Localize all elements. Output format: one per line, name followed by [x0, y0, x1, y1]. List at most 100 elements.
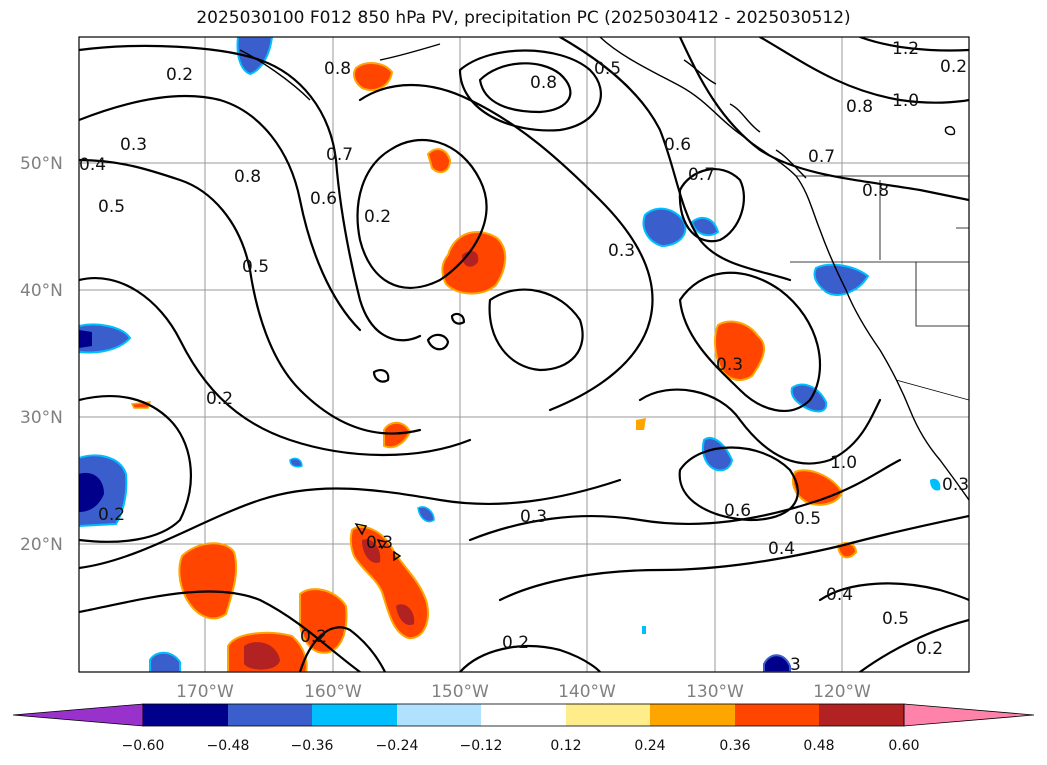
contour-line: [468, 458, 902, 542]
political-borders: [790, 175, 969, 401]
precip-blob: [714, 320, 766, 381]
contour-labels: 0.2 0.3 0.4 0.5 0.8 0.6 0.7 0.8 0.5 0.8 …: [79, 39, 969, 675]
colorbar-segment: [481, 704, 566, 726]
contour-label: 1.0: [830, 453, 857, 473]
contour-label: 0.5: [98, 197, 125, 217]
precip-neg-blob: [417, 506, 435, 523]
colorbar-tick-label: 0.60: [888, 738, 919, 754]
precip-blob: [836, 542, 858, 559]
lon-label-120w: 120°W: [813, 682, 871, 702]
contour-label: 0.4: [826, 585, 853, 605]
precip-neg-blob: [930, 478, 941, 491]
contour-line: [298, 626, 387, 672]
contour-line: [858, 618, 969, 672]
contour-line: [79, 158, 422, 435]
precip-neg-blob: [289, 457, 303, 468]
precip-blob: [353, 62, 394, 91]
contour-label: 1.0: [892, 91, 919, 111]
lon-axis: 170°W 160°W 150°W 140°W 130°W 120°W: [176, 682, 871, 702]
colorbar-tick-label: 0.24: [634, 738, 665, 754]
contour-line: [478, 62, 572, 114]
colorbar-tick-label: 0.48: [803, 738, 834, 754]
contour-line: [558, 37, 792, 282]
lat-label-30n: 30°N: [20, 408, 63, 428]
precip-neg-blob: [690, 216, 720, 237]
precip-core: [396, 604, 415, 626]
contour-line: [458, 645, 602, 672]
precip-neg-blob: [642, 626, 646, 634]
contour-label: 0.3: [120, 135, 147, 155]
colorbar-extend-high: [903, 703, 1035, 727]
coastline-hawaii: [354, 523, 402, 562]
contour-label: 0.8: [324, 59, 351, 79]
colorbar-segment: [566, 704, 650, 726]
precip-neg-blob: [236, 37, 274, 76]
precip-neg-blob: [763, 654, 791, 672]
contour-line: [79, 478, 622, 570]
colorbar-tick-label: −0.48: [207, 738, 250, 754]
contour-label: 0.4: [79, 155, 106, 175]
lon-label-130w: 130°W: [686, 682, 744, 702]
contour-label: 0.2: [364, 207, 391, 227]
contour-label: 0.2: [916, 639, 943, 659]
colorbar-segment: [650, 704, 735, 726]
precip-neg-core: [79, 472, 104, 512]
contour-label: 0.3: [942, 475, 969, 495]
contour-label: 0.5: [794, 509, 821, 529]
contour-line: [356, 138, 488, 289]
coastline-north-america: [599, 37, 969, 501]
contour-label: 0.2: [940, 57, 967, 77]
colorbar-outline: [142, 703, 905, 727]
lon-label-160w: 160°W: [304, 682, 362, 702]
precip-blob: [636, 418, 646, 430]
contour-label: 0.6: [664, 135, 691, 155]
contour-label: 0.7: [326, 145, 353, 165]
precip-positive-areas: [130, 62, 858, 672]
colorbar-segment: [397, 704, 481, 726]
precip-core: [244, 642, 280, 670]
colorbar-segment: [228, 704, 312, 726]
lon-label-170w: 170°W: [176, 682, 234, 702]
contour-line: [358, 84, 654, 412]
colorbar-tick-label: −0.36: [291, 738, 334, 754]
contour-line: [79, 277, 472, 457]
contour-label: 0.2: [166, 65, 193, 85]
contour-label: 0.3: [608, 241, 635, 261]
contour-line: [488, 288, 584, 372]
precip-neg-blob: [790, 383, 828, 413]
colorbar: −0.60 −0.48 −0.36 −0.24 −0.12 0.12 0.24 …: [12, 703, 1035, 754]
contour-line: [638, 388, 882, 465]
coastline-lake: [944, 125, 956, 136]
colorbar-segment: [312, 704, 397, 726]
colorbar-segment: [735, 704, 819, 726]
contour-line: [458, 49, 602, 132]
precip-neg-blob: [642, 207, 687, 248]
colorbar-tick-label: −0.24: [376, 738, 419, 754]
precip-blob: [426, 148, 452, 174]
precip-neg-blob: [149, 651, 181, 672]
contour-label: 1.2: [892, 39, 919, 59]
map-title: 2025030100 F012 850 hPa PV, precipitatio…: [196, 8, 851, 28]
contour-line: [678, 446, 799, 522]
contour-label: 0.5: [594, 59, 621, 79]
precip-blob: [299, 588, 348, 654]
colorbar-segment: [819, 704, 904, 726]
contour-label: 3: [790, 655, 801, 675]
contour-label: 0.2: [502, 633, 529, 653]
contour-line: [372, 369, 390, 383]
contour-label: 0.5: [882, 609, 909, 629]
coastline-islands: [683, 59, 807, 179]
colorbar-extend-low: [12, 703, 144, 727]
contour-line: [818, 582, 969, 602]
coastlines: [239, 37, 969, 562]
contour-line: [678, 271, 822, 412]
contour-label: 0.2: [98, 505, 125, 525]
contour-label: 0.3: [366, 533, 393, 553]
contour-label: 0.8: [862, 181, 889, 201]
contour-line: [426, 333, 450, 351]
contour-line: [858, 37, 969, 52]
contour-label: 0.2: [300, 627, 327, 647]
colorbar-segment: [143, 704, 228, 726]
precip-blob: [178, 542, 238, 620]
